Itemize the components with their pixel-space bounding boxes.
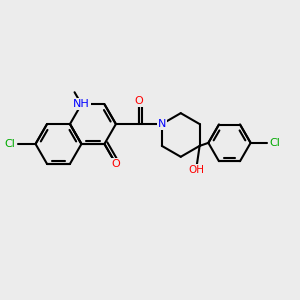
Text: O: O — [112, 159, 120, 169]
Text: Cl: Cl — [270, 138, 280, 148]
Text: NH: NH — [73, 99, 90, 109]
Text: OH: OH — [189, 165, 205, 175]
Text: N: N — [158, 119, 166, 129]
Text: Cl: Cl — [4, 139, 15, 149]
Text: O: O — [134, 96, 143, 106]
